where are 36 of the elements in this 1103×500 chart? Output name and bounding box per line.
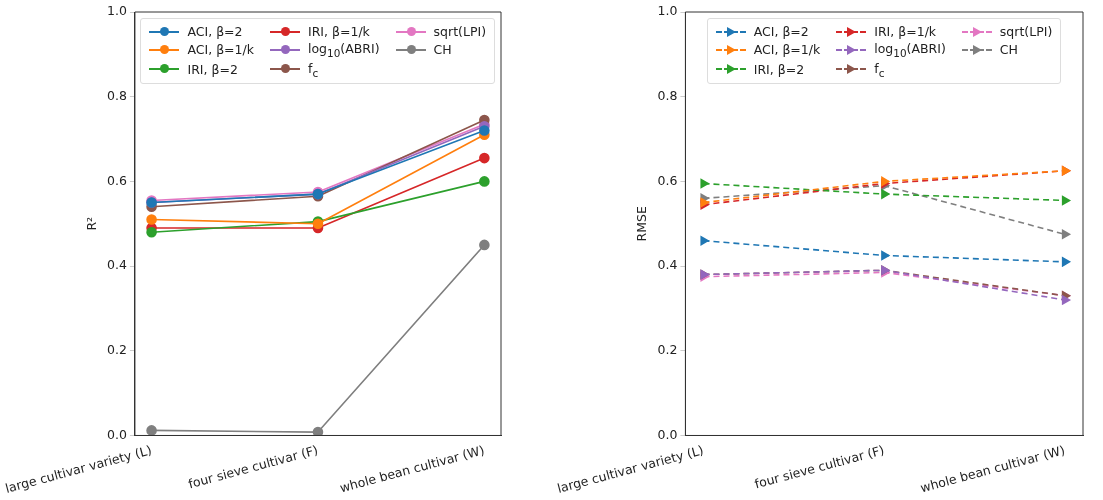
legend-label: ACI, β=1/k (187, 42, 254, 58)
y-tick-label: 0.2 (657, 342, 678, 358)
y-tick-label: 0.4 (107, 257, 127, 273)
y-tick-label: 0.0 (657, 426, 678, 442)
legend-label: ACI, β=2 (187, 24, 243, 39)
legend-label: IRI, β=1/k (308, 24, 370, 39)
legend-label: ACI, β=1/k (753, 42, 821, 58)
x-tick-label: whole bean cultivar (W) (338, 442, 486, 496)
legend-label: CH (433, 42, 452, 58)
x-tick-label: four sieve cultivar (F) (752, 442, 886, 492)
legend-label: sqrt(LPI) (433, 24, 487, 39)
legend-label: IRI, β=2 (753, 61, 805, 77)
x-tick-label: four sieve cultivar (F) (186, 442, 320, 492)
legend-label: CH (999, 42, 1018, 58)
y-tick-label: 0.6 (107, 172, 127, 188)
legend-label: sqrt(LPI) (999, 24, 1053, 39)
legend-label: IRI, β=1/k (874, 24, 937, 39)
x-tick-label: large cultivar variety (L) (555, 442, 706, 496)
x-tick-label: whole bean cultivar (W) (918, 442, 1067, 496)
legend-label: f$_{c}$ (308, 60, 319, 78)
y-tick-label: 1.0 (107, 3, 127, 19)
y-axis-title: RMSE (634, 205, 650, 242)
y-tick-label: 0.0 (107, 426, 127, 442)
y-axis-title: R² (83, 216, 99, 231)
y-tick-label: 0.2 (107, 342, 127, 358)
legend-label: IRI, β=2 (187, 61, 238, 77)
legend-label: ACI, β=2 (753, 24, 809, 39)
legend-label: log$_{10}$(ABRI) (874, 41, 946, 59)
y-tick-label: 0.8 (107, 87, 127, 103)
y-tick-label: 0.6 (657, 172, 678, 188)
y-tick-label: 0.4 (657, 257, 678, 273)
y-tick-label: 0.8 (657, 87, 678, 103)
legend-label: f$_{c}$ (874, 60, 885, 78)
legend-label: log$_{10}$(ABRI) (308, 41, 380, 59)
x-tick-label: large cultivar variety (L) (3, 442, 154, 496)
y-tick-label: 1.0 (657, 3, 678, 19)
